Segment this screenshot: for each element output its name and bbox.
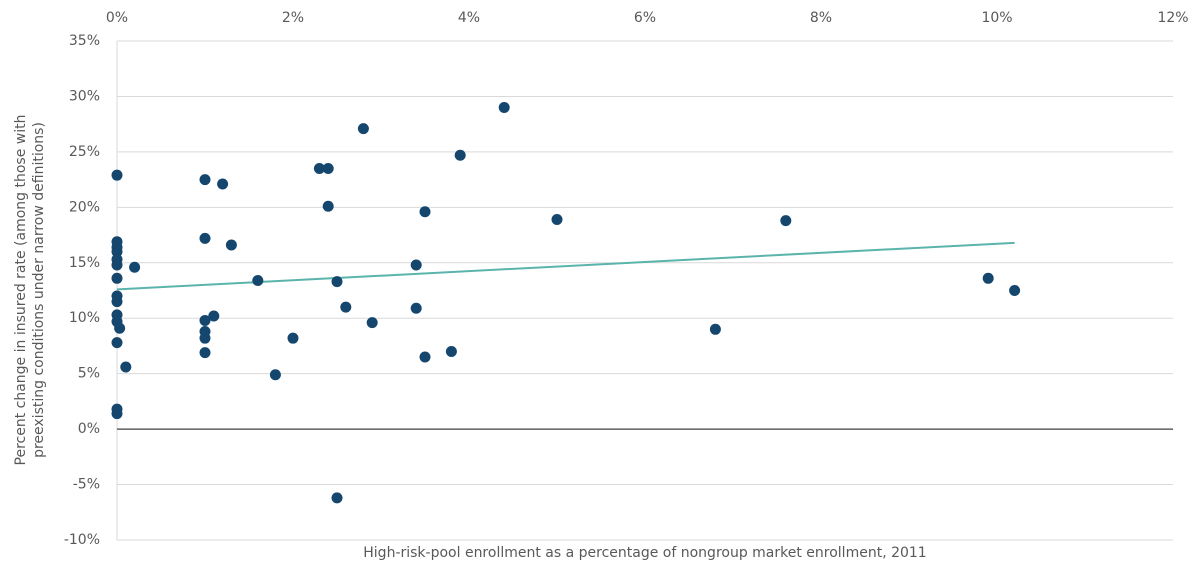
y-tick-label: 15%: [69, 255, 100, 271]
point: [269, 369, 281, 381]
point: [410, 302, 422, 314]
y-axis-label: Percent change in insured rate (among th…: [13, 115, 47, 466]
x-tick-label: 10%: [981, 10, 1012, 26]
point: [551, 214, 563, 226]
point: [498, 102, 510, 114]
point: [252, 275, 264, 287]
point: [410, 259, 422, 271]
point: [111, 296, 123, 308]
point: [322, 200, 334, 212]
point: [120, 361, 132, 373]
x-tick-label: 2%: [282, 10, 304, 26]
y-tick-label: 5%: [78, 366, 100, 382]
point: [111, 408, 123, 420]
point: [780, 215, 792, 227]
y-tick-label: 20%: [69, 199, 100, 215]
point: [217, 178, 229, 190]
point: [322, 163, 334, 175]
point: [357, 123, 369, 135]
point: [225, 239, 237, 251]
point: [419, 206, 431, 218]
y-tick-label: 10%: [69, 310, 100, 326]
y-axis-label-line: Percent change in insured rate (among th…: [13, 115, 29, 466]
point: [114, 322, 126, 334]
point: [111, 259, 123, 271]
point: [111, 246, 123, 258]
point: [982, 272, 994, 284]
point: [331, 276, 343, 288]
point: [199, 232, 211, 244]
point: [445, 345, 457, 357]
point: [366, 317, 378, 329]
point: [1009, 285, 1021, 296]
x-tick-label: 6%: [634, 10, 656, 26]
x-tick-label: 4%: [458, 10, 480, 26]
point: [287, 332, 299, 344]
point: [454, 149, 466, 161]
y-tick-label: 0%: [78, 421, 100, 437]
point: [340, 301, 352, 313]
x-tick-label: 12%: [1157, 10, 1188, 26]
point: [111, 272, 123, 284]
point: [199, 314, 211, 326]
point: [199, 347, 211, 359]
point: [331, 492, 343, 504]
y-tick-label: 35%: [69, 33, 100, 49]
y-axis-label-line: preexisting conditions under narrow defi…: [31, 122, 47, 458]
y-tick-label: 30%: [69, 88, 100, 104]
point: [129, 261, 141, 273]
y-tick-label: -5%: [73, 477, 100, 493]
point: [419, 351, 431, 363]
x-tick-label: 0%: [106, 10, 128, 26]
point: [313, 163, 325, 175]
x-tick-label: 8%: [810, 10, 832, 26]
trend-line: [116, 241, 1015, 291]
point: [709, 323, 721, 335]
point: [111, 337, 123, 349]
y-tick-label: 25%: [69, 144, 100, 160]
y-tick-label: -10%: [64, 532, 100, 548]
x-axis-label: High-risk-pool enrollment as a percentag…: [363, 545, 926, 561]
point: [199, 332, 211, 344]
point: [111, 169, 123, 181]
point: [199, 174, 211, 186]
point: [208, 310, 220, 322]
